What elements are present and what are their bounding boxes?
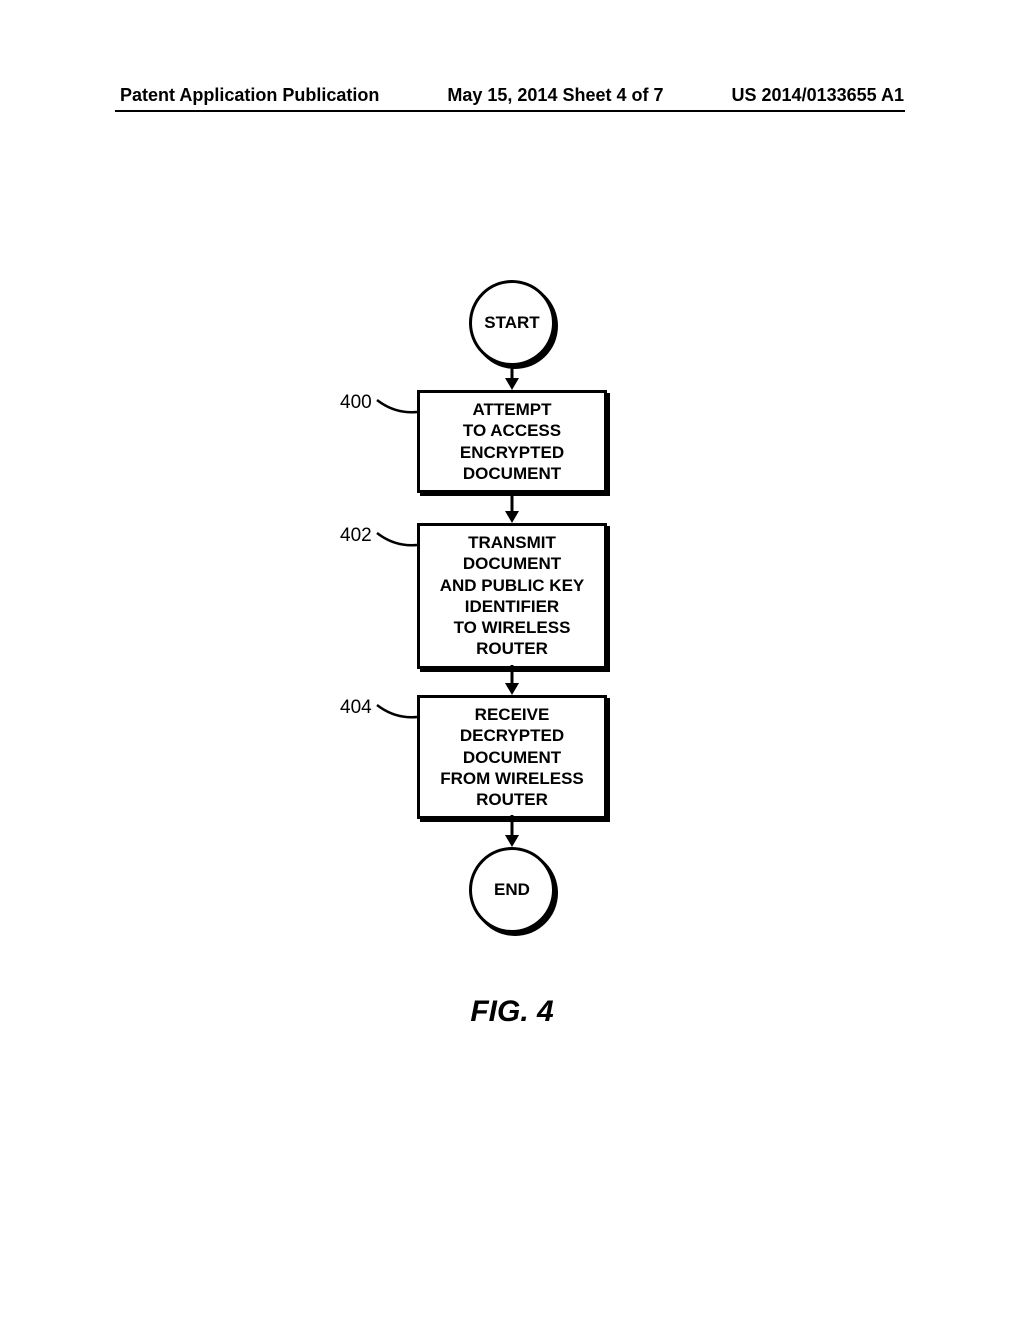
edge-402-404 [511,665,514,685]
edge-404-end-arrowhead [505,835,519,847]
terminal-end: END [469,847,555,933]
ref-label-402: 402 [340,525,372,547]
terminal-start-label: START [484,313,539,333]
ref-label-400: 400 [340,392,372,414]
leader-402 [375,531,420,551]
header-rule [115,110,905,112]
terminal-start: START [469,280,555,366]
leader-404 [375,703,420,723]
header-center: May 15, 2014 Sheet 4 of 7 [447,85,663,106]
edge-400-402 [511,490,514,513]
process-404-text: RECEIVEDECRYPTEDDOCUMENTFROM WIRELESSROU… [440,705,584,809]
process-402-text: TRANSMITDOCUMENTAND PUBLIC KEYIDENTIFIER… [440,533,585,658]
terminal-end-label: END [494,880,530,900]
header-right: US 2014/0133655 A1 [732,85,904,106]
process-400: ATTEMPTTO ACCESSENCRYPTEDDOCUMENT [417,390,607,493]
process-400-text: ATTEMPTTO ACCESSENCRYPTEDDOCUMENT [460,400,564,483]
edge-404-end [511,815,514,837]
header-left: Patent Application Publication [120,85,379,106]
leader-400 [375,398,420,418]
ref-label-404: 404 [340,697,372,719]
edge-start-400-arrowhead [505,378,519,390]
figure-caption: FIG. 4 [470,995,553,1029]
edge-400-402-arrowhead [505,511,519,523]
process-404: RECEIVEDECRYPTEDDOCUMENTFROM WIRELESSROU… [417,695,607,819]
edge-402-404-arrowhead [505,683,519,695]
page-header: Patent Application Publication May 15, 2… [0,85,1024,106]
process-402: TRANSMITDOCUMENTAND PUBLIC KEYIDENTIFIER… [417,523,607,669]
